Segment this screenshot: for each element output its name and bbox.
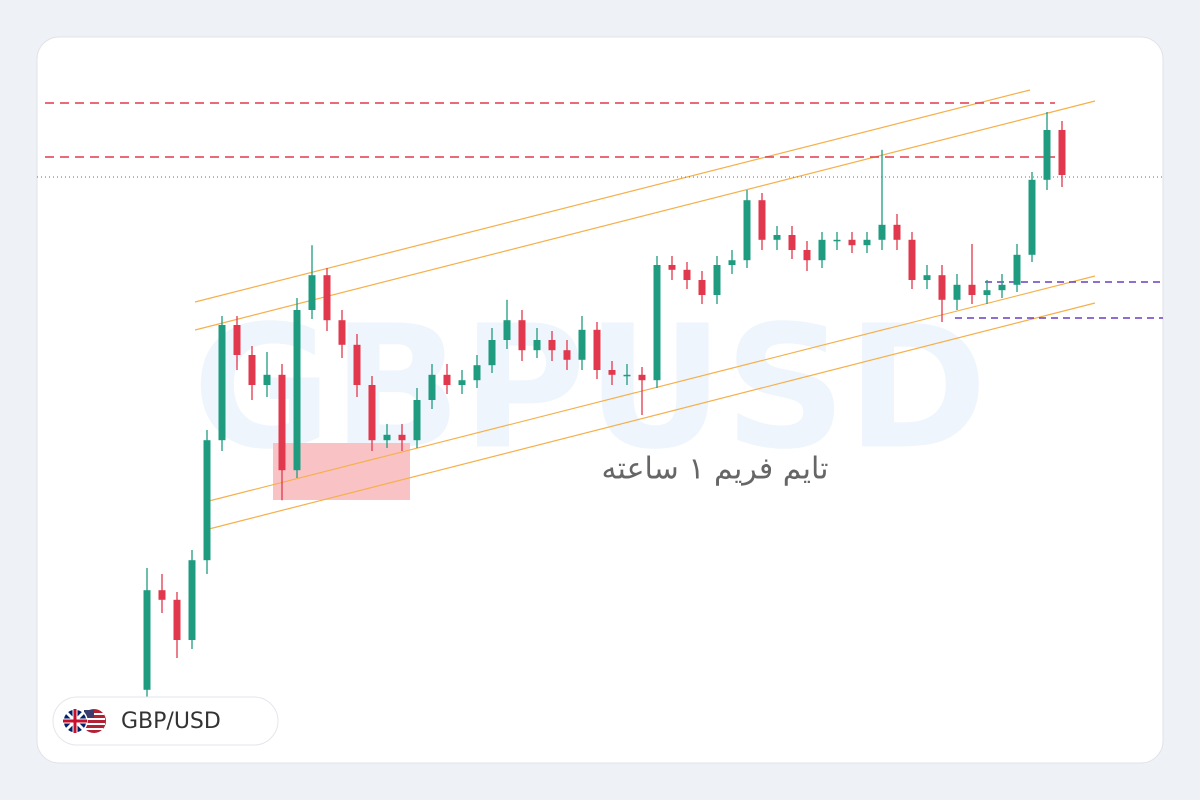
candle-body bbox=[173, 599, 181, 640]
candle-body bbox=[233, 325, 241, 355]
candle-body bbox=[263, 374, 271, 385]
candle-body bbox=[998, 284, 1006, 291]
candle-body bbox=[863, 239, 871, 246]
symbol: GBP/USD bbox=[121, 709, 221, 734]
candle-body bbox=[908, 239, 916, 280]
candle-body bbox=[1028, 179, 1036, 255]
candle-body bbox=[533, 340, 541, 351]
candle-body bbox=[728, 260, 736, 265]
candle-body bbox=[968, 284, 976, 295]
candle-body bbox=[638, 374, 646, 381]
annotation: تایم فریم ۱ ساعته bbox=[601, 452, 828, 487]
candle-body bbox=[683, 269, 691, 280]
candle-body bbox=[773, 235, 781, 240]
candles bbox=[143, 112, 1066, 700]
uk-cross bbox=[63, 709, 87, 733]
candle-body bbox=[308, 275, 316, 310]
candle-body bbox=[368, 385, 376, 441]
candle-body bbox=[818, 239, 826, 261]
candle-body bbox=[803, 250, 811, 261]
channel bbox=[194, 89, 1096, 531]
candle-body bbox=[608, 370, 616, 375]
candle-body bbox=[398, 434, 406, 441]
candle-body bbox=[563, 350, 571, 360]
candle-body bbox=[848, 239, 856, 246]
candle-body bbox=[953, 284, 961, 300]
candle-body bbox=[203, 440, 211, 561]
candle-body bbox=[758, 200, 766, 240]
symbol-badge: GBP/USD bbox=[52, 696, 279, 746]
badge-bg bbox=[52, 696, 279, 746]
candle-body bbox=[623, 374, 631, 377]
candle-body bbox=[518, 320, 526, 351]
us-canton bbox=[84, 710, 94, 718]
candle-body bbox=[983, 290, 991, 295]
candle-body bbox=[578, 329, 586, 360]
candle-body bbox=[473, 365, 481, 381]
candle-body bbox=[1043, 130, 1051, 180]
candle-body bbox=[503, 320, 511, 340]
candle-body bbox=[938, 275, 946, 300]
candle-body bbox=[713, 265, 721, 295]
candle-body bbox=[548, 340, 556, 351]
candle-body bbox=[1058, 130, 1066, 175]
candle-body bbox=[893, 224, 901, 240]
candle-body bbox=[653, 265, 661, 381]
candle-body bbox=[143, 590, 151, 690]
candle-body bbox=[353, 344, 361, 385]
candle-body bbox=[218, 325, 226, 441]
candle-body bbox=[158, 590, 166, 600]
candle-body bbox=[383, 434, 391, 441]
candle-body bbox=[923, 275, 931, 280]
candle-body bbox=[428, 374, 436, 400]
candle-body bbox=[788, 235, 796, 250]
candle-body bbox=[833, 239, 841, 242]
candle-body bbox=[323, 275, 331, 321]
candle-body bbox=[338, 320, 346, 345]
candle-body bbox=[878, 224, 886, 240]
candle-body bbox=[443, 374, 451, 385]
candle-body bbox=[278, 374, 286, 471]
candle-body bbox=[1013, 254, 1021, 285]
candle-body bbox=[188, 560, 196, 640]
candle-body bbox=[593, 329, 601, 370]
candle-body bbox=[698, 280, 706, 295]
candle-body bbox=[413, 400, 421, 441]
candle-body bbox=[743, 200, 751, 261]
candle-body bbox=[293, 310, 301, 471]
candle-body bbox=[248, 355, 256, 385]
resistance bbox=[45, 102, 1055, 158]
candle-body bbox=[458, 380, 466, 385]
candle-body bbox=[668, 265, 676, 270]
candle-body bbox=[488, 340, 496, 366]
